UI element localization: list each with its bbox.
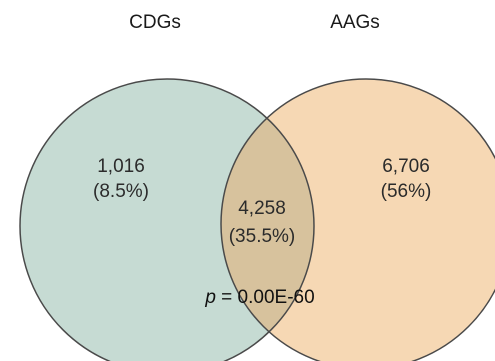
p-value-rest: = 0.00E-60 [216, 287, 315, 308]
overlap-percent: (35.5%) [229, 226, 296, 247]
p-value-text: p = 0.00E-60 [204, 287, 314, 308]
overlap-count: 4,258 [238, 198, 286, 219]
aags-only-percent: (56%) [381, 181, 432, 202]
cdgs-circle-outline [19, 78, 315, 361]
cdgs-only-percent: (8.5%) [93, 181, 149, 202]
p-value-symbol: p [204, 287, 216, 308]
aags-circle-outline [220, 78, 495, 361]
cdgs-only-count: 1,016 [97, 156, 145, 177]
aags-set-label: AAGs [330, 12, 380, 33]
cdgs-set-label: CDGs [129, 12, 181, 33]
aags-only-count: 6,706 [382, 156, 430, 177]
